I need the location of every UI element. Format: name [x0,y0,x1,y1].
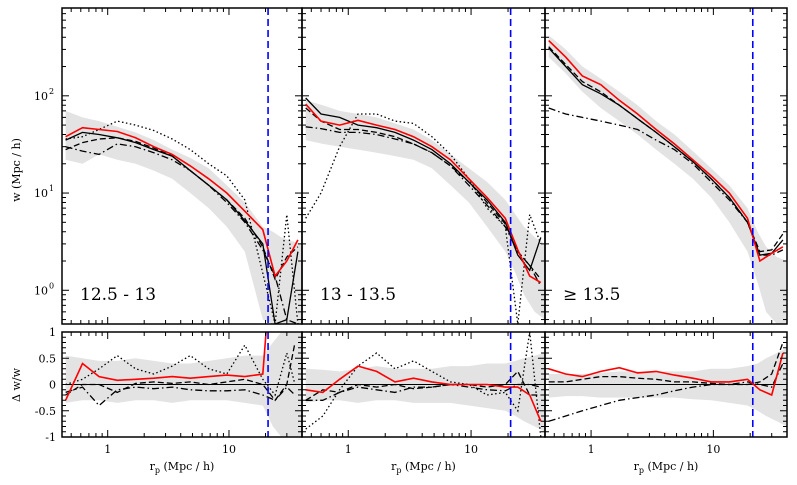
panel-3-x-axis-label: rp (Mpc / h) [634,460,699,475]
y-tick-label-bottom--1: -1 [45,431,56,444]
y-tick-label-bottom--0.5: -0.5 [35,405,56,418]
panel-1-dotted-resid [65,343,296,397]
panel-3-x-tick-label-10: 10 [706,443,720,456]
panel-3-dashed-resid [548,342,784,386]
panel-1-dashdot-resid [65,386,296,407]
panel-1-x-tick-label-10: 10 [222,443,236,456]
panel-1-dashed-resid [65,342,296,402]
panel-1-top-band [65,110,302,324]
y-tick-exp-top-2: 2 [49,87,54,96]
panel-3-top-frame [544,7,788,325]
panel-3-dashdot-curve [548,107,784,256]
panel-2-dotted-curve [305,113,542,324]
panel-2-red-resid [305,365,542,422]
panel-3-dashed-curve [548,46,784,253]
panel-1-red-resid [64,332,267,401]
y-tick-label-top-2: 10 [34,90,48,103]
panel-1-x-axis-label: rp (Mpc / h) [150,460,215,475]
y-axis-label-bottom: Δ w/w [10,367,23,402]
panel-2-top-frame [301,7,546,325]
panel-3-x-tick-label-1: 1 [588,443,595,456]
panel-3-top-band [548,35,787,324]
panel-2-dashdot-curve [305,126,542,287]
panel-1-dashdot-curve [65,143,299,324]
panel-1-x-tick-label-1: 1 [104,443,111,456]
panel-2-dashed-resid [305,370,541,401]
y-axis-label-top: w (Mpc / h) [10,138,23,202]
panel-2-dotted-resid [305,332,542,437]
y-tick-label-bottom-1: 1 [49,326,56,339]
panel-3-red-curve [548,40,784,263]
panel-2-x-tick-label-10: 10 [464,443,478,456]
y-tick-label-bottom-0.5: 0.5 [39,352,57,365]
y-tick-exp-top-0: 0 [49,281,54,290]
panel-3-resid-band [548,347,787,427]
y-tick-exp-top-1: 1 [49,184,54,193]
panel-2-solid-curve [305,97,542,272]
panel-2-label: 13 - 13.5 [320,285,396,305]
panel-2-x-axis-label: rp (Mpc / h) [391,460,456,475]
panel-1-label: 12.5 - 13 [80,285,156,305]
panel-2-red-curve [305,103,542,284]
panel-2-x-tick-label-1: 1 [345,443,352,456]
panel-3-label: ≥ 13.5 [563,285,621,305]
y-tick-label-top-1: 10 [34,187,48,200]
panel-1-red-curve [65,126,299,278]
y-tick-label-bottom-0: 0 [49,379,56,392]
panel-2-dashed-curve [305,107,542,280]
panel-3-red-resid [548,352,784,397]
panel-2-resid-band [305,353,545,432]
y-tick-label-top-0: 10 [34,284,48,297]
